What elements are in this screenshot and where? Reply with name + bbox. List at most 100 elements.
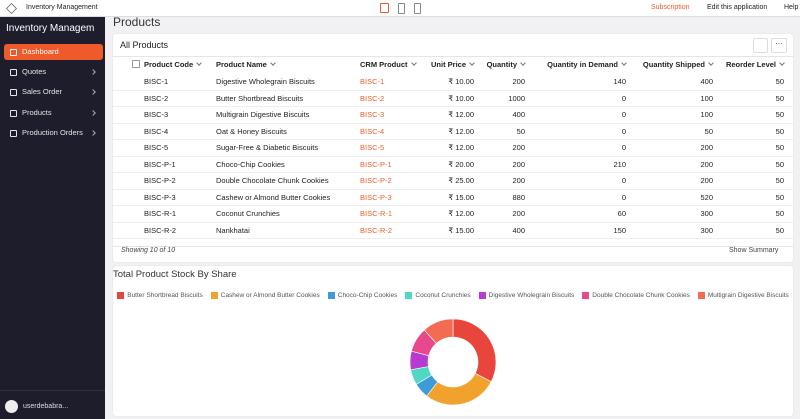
table-cell: BISC-2: [144, 94, 168, 103]
table-cell: Multigrain Digestive Biscuits: [216, 110, 309, 119]
nav-item[interactable]: Production Orders: [4, 125, 103, 141]
crm-link[interactable]: BISC-P-3: [360, 193, 392, 202]
table-cell: 400: [700, 77, 713, 86]
donut-segment[interactable]: [453, 319, 496, 382]
row-count: Showing 10 of 10: [121, 247, 175, 254]
chart-title: Total Product Stock By Share: [113, 269, 237, 280]
legend-swatch: [698, 292, 705, 299]
table-cell: 0: [622, 193, 626, 202]
legend-item[interactable]: Digestive Wholegrain Biscuits: [479, 292, 575, 299]
column-header[interactable]: Product Name: [216, 60, 275, 69]
table-cell: 50: [776, 176, 784, 185]
legend-label: Cashew or Almond Butter Cookies: [221, 292, 320, 299]
sidebar-title: Inventory Managem: [6, 23, 102, 34]
crm-link[interactable]: BISC-5: [360, 143, 384, 152]
crm-link[interactable]: BISC-4: [360, 127, 384, 136]
table-cell: 0: [622, 176, 626, 185]
column-header[interactable]: CRM Product: [360, 60, 416, 69]
legend-item[interactable]: Butter Shortbread Biscuits: [117, 292, 203, 299]
nav-item[interactable]: Products: [4, 105, 103, 121]
nav-item[interactable]: Dashboard: [4, 44, 103, 60]
logo: [6, 3, 17, 14]
table-cell: 140: [613, 77, 626, 86]
user-name[interactable]: userdebabra...: [23, 403, 68, 410]
column-header[interactable]: Quantity: [487, 60, 525, 69]
table-cell: 100: [700, 94, 713, 103]
legend-label: Choco-Chip Cookies: [338, 292, 398, 299]
select-all[interactable]: [132, 60, 140, 68]
crm-link[interactable]: BISC-P-1: [360, 160, 392, 169]
legend-label: Double Chocolate Chunk Cookies: [592, 292, 690, 299]
search-button[interactable]: [753, 38, 768, 53]
table-cell: Choco-Chip Cookies: [216, 160, 285, 169]
nav-item[interactable]: Sales Order: [4, 84, 103, 100]
column-header[interactable]: Quantity Shipped: [643, 60, 713, 69]
table-cell: Oat & Honey Biscuits: [216, 127, 287, 136]
table-cell: 400: [512, 226, 525, 235]
crm-link[interactable]: BISC-R-2: [360, 226, 392, 235]
column-header[interactable]: Unit Price: [431, 60, 474, 69]
table-cell: ₹ 25.00: [448, 176, 474, 185]
legend-swatch: [405, 292, 412, 299]
table-cell: BISC-R-2: [144, 226, 176, 235]
subscription-link[interactable]: Subscription: [651, 4, 690, 11]
table-cell: ₹ 10.00: [448, 77, 474, 86]
nav-item[interactable]: Quotes: [4, 64, 103, 80]
table-cell: 50: [776, 127, 784, 136]
legend-item[interactable]: Multigrain Digestive Biscuits: [698, 292, 789, 299]
column-header[interactable]: Product Code: [144, 60, 201, 69]
more-button[interactable]: ···: [771, 38, 787, 53]
table-cell: 200: [512, 209, 525, 218]
table-cell: 50: [776, 226, 784, 235]
legend-label: Coconut Crunchies: [415, 292, 470, 299]
table-cell: 200: [512, 176, 525, 185]
sidebar: Inventory Managem Dashboard Quotes Sales O…: [0, 17, 105, 419]
table-cell: BISC-1: [144, 77, 168, 86]
table-cell: BISC-P-3: [144, 193, 176, 202]
table-cell: 300: [700, 209, 713, 218]
crm-link[interactable]: BISC-P-2: [360, 176, 392, 185]
avatar[interactable]: [5, 400, 18, 413]
legend-swatch: [211, 292, 218, 299]
table-cell: Butter Shortbread Biscuits: [216, 94, 303, 103]
table-cell: BISC-R-1: [144, 209, 176, 218]
legend-item[interactable]: Coconut Crunchies: [405, 292, 470, 299]
legend-item[interactable]: Double Chocolate Chunk Cookies: [582, 292, 690, 299]
legend-swatch: [328, 292, 335, 299]
table-cell: Digestive Wholegrain Biscuits: [216, 77, 315, 86]
column-header[interactable]: Quantity in Demand: [547, 60, 626, 69]
crm-link[interactable]: BISC-2: [360, 94, 384, 103]
table-cell: 200: [512, 160, 525, 169]
crm-link[interactable]: BISC-R-1: [360, 209, 392, 218]
table-cell: 50: [776, 77, 784, 86]
legend-label: Multigrain Digestive Biscuits: [708, 292, 789, 299]
table-cell: 520: [700, 193, 713, 202]
crm-link[interactable]: BISC-1: [360, 77, 384, 86]
table-cell: 100: [700, 110, 713, 119]
table-cell: 50: [776, 94, 784, 103]
show-summary[interactable]: Show Summary: [729, 247, 778, 254]
column-header[interactable]: Reorder Level: [726, 60, 784, 69]
edit-app-link[interactable]: Edit this application: [707, 4, 767, 11]
table-cell: ₹ 12.00: [448, 209, 474, 218]
legend-item[interactable]: Choco-Chip Cookies: [328, 292, 398, 299]
donut-segment[interactable]: [427, 373, 492, 405]
desktop-view[interactable]: [380, 3, 389, 13]
legend-label: Digestive Wholegrain Biscuits: [489, 292, 575, 299]
table-cell: 50: [705, 127, 713, 136]
table-cell: 200: [512, 77, 525, 86]
table-cell: 50: [776, 209, 784, 218]
table-cell: 200: [700, 160, 713, 169]
help-link[interactable]: Help: [784, 4, 798, 11]
legend-item[interactable]: Cashew or Almond Butter Cookies: [211, 292, 320, 299]
table-cell: 200: [512, 143, 525, 152]
table-cell: ₹ 20.00: [448, 160, 474, 169]
mobile-view[interactable]: [414, 3, 421, 14]
table-cell: 0: [622, 143, 626, 152]
table-title: All Products: [120, 40, 168, 50]
crm-link[interactable]: BISC-3: [360, 110, 384, 119]
table-cell: 200: [700, 176, 713, 185]
tablet-view[interactable]: [398, 3, 405, 14]
table-cell: 0: [622, 110, 626, 119]
